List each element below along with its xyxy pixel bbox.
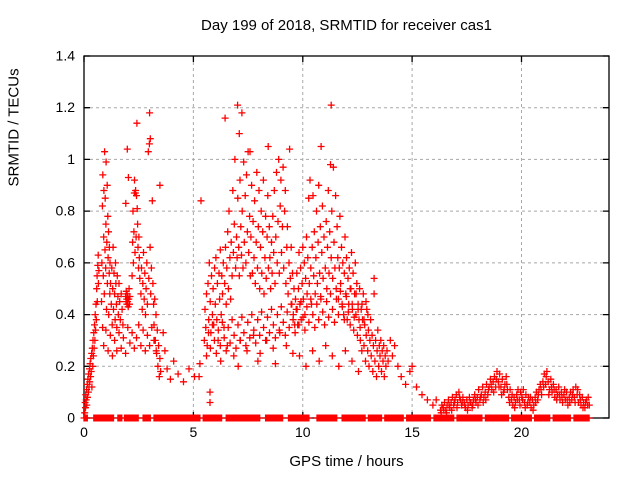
svg-text:1.4: 1.4 <box>56 48 76 64</box>
svg-text:1: 1 <box>67 151 75 167</box>
svg-text:0.6: 0.6 <box>56 254 76 270</box>
svg-text:5: 5 <box>189 424 197 440</box>
svg-text:0: 0 <box>80 424 88 440</box>
svg-text:1.2: 1.2 <box>56 99 76 115</box>
svg-text:10: 10 <box>295 424 311 440</box>
x-axis-label: GPS time / hours <box>289 453 404 470</box>
svg-text:0.2: 0.2 <box>56 358 76 374</box>
svg-text:15: 15 <box>404 424 420 440</box>
svg-text:20: 20 <box>514 424 530 440</box>
svg-text:0.8: 0.8 <box>56 203 76 219</box>
svg-text:0.4: 0.4 <box>56 306 76 322</box>
chart-title: Day 199 of 2018, SRMTID for receiver cas… <box>201 17 492 34</box>
svg-text:0: 0 <box>67 410 75 426</box>
